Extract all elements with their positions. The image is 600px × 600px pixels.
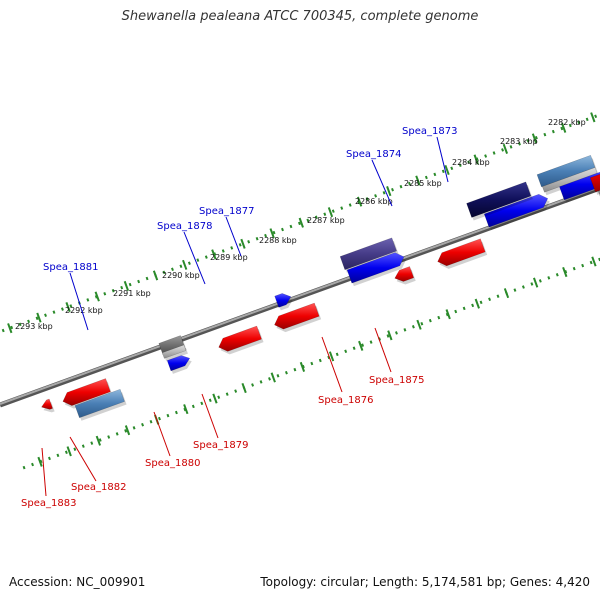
scale-tick: [591, 256, 597, 267]
scale-tick: [590, 112, 596, 123]
scale-tick: [7, 323, 13, 334]
scale-tick: [95, 435, 101, 446]
gene-block: [166, 355, 192, 374]
scale-label: 2284 kbp: [452, 158, 490, 167]
gene-leader-line: [371, 159, 393, 207]
scale-tick: [66, 446, 72, 457]
accession-label: Accession: NC_009901: [9, 575, 146, 589]
scale-tick: [94, 291, 100, 302]
scale-tick: [299, 361, 306, 372]
gene-label: Spea_1879: [193, 440, 248, 451]
gene-block: [274, 293, 293, 311]
scale-tick: [356, 196, 363, 207]
scale-tick: [474, 298, 480, 309]
scale-tick: [386, 186, 392, 197]
gene-block: [218, 325, 264, 355]
scale-label: 2283 kbp: [500, 137, 538, 146]
scale-label: 2291 kbp: [113, 289, 151, 298]
scale-label: 2286 kbp: [355, 197, 393, 206]
scale-tick: [327, 207, 334, 218]
gene-label: Spea_1878: [157, 221, 212, 232]
scale-label: 2288 kbp: [259, 236, 297, 245]
gene-block: [161, 344, 188, 362]
gene-block: [466, 181, 533, 221]
gene-label: Spea_1873: [402, 126, 457, 137]
gene-leader-line: [69, 272, 89, 331]
gene-leader-line: [436, 136, 449, 183]
scale-label: 2292 kbp: [65, 306, 103, 315]
scale-tick: [415, 175, 421, 186]
scale-label: 2287 kbp: [307, 216, 345, 225]
scale-tick: [240, 238, 246, 249]
gene-block: [394, 266, 416, 285]
gene-block: [274, 302, 322, 333]
gene-label: Spea_1875: [369, 375, 424, 386]
scale-tick: [37, 456, 43, 467]
scale-tick: [358, 340, 364, 351]
gene-leader-line: [225, 216, 242, 257]
genome-summary: Topology: circular; Length: 5,174,581 bp…: [260, 575, 590, 589]
gene-label: Spea_1880: [145, 458, 200, 469]
reverse-scale-track: [22, 257, 600, 470]
gene-leader-line: [183, 231, 206, 285]
scale-tick: [152, 270, 159, 281]
scale-tick: [36, 312, 42, 323]
gene-leader-line: [374, 327, 392, 373]
scale-label: 2289 kbp: [210, 253, 248, 262]
scale-tick: [473, 154, 479, 165]
gene-block: [437, 238, 488, 269]
gene-block: [483, 193, 550, 231]
gene-leader-line: [69, 436, 97, 482]
gene-block: [41, 398, 55, 413]
scale-tick: [444, 164, 450, 176]
gene-label: Spea_1881: [43, 262, 98, 273]
scale-label: 2285 kbp: [404, 179, 442, 188]
scale-tick: [562, 267, 568, 278]
scale-tick: [531, 133, 538, 144]
scale-tick: [298, 217, 304, 228]
gene-block: [62, 378, 113, 409]
scale-tick: [416, 319, 422, 330]
gene-label: Spea_1876: [318, 395, 373, 406]
scale-tick: [270, 372, 276, 383]
scale-tick: [212, 393, 218, 404]
gene-label: Spea_1883: [21, 498, 76, 509]
gene-block: [589, 173, 600, 195]
scale-tick: [269, 228, 275, 239]
page-title: Shewanella pealeana ATCC 700345, complet…: [121, 9, 479, 24]
gene-label: Spea_1882: [71, 482, 126, 493]
scale-tick: [123, 280, 130, 292]
scale-tick: [241, 382, 247, 394]
scale-label: 2282 kbp: [548, 118, 586, 127]
scale-tick: [561, 122, 567, 133]
scale-tick: [65, 302, 71, 313]
scale-tick: [183, 404, 189, 415]
gene-leader-line: [41, 447, 47, 497]
scale-label: 2290 kbp: [162, 271, 200, 280]
scale-label: 2293 kbp: [15, 322, 53, 331]
gene-leader-line: [153, 411, 171, 457]
scale-tick: [503, 288, 510, 299]
scale-tick: [502, 143, 509, 154]
scale-tick: [211, 249, 217, 260]
gene-block: [74, 388, 127, 421]
scale-tick: [328, 351, 335, 362]
gene-block: [346, 252, 407, 287]
gene-leader-line: [201, 393, 219, 439]
gene-label: Spea_1874: [346, 149, 401, 160]
scale-tick: [387, 330, 393, 341]
scale-tick: [182, 259, 188, 270]
gene-block: [559, 171, 600, 203]
gene-leader-line: [321, 336, 343, 393]
gene-label: Spea_1877: [199, 206, 254, 217]
scale-tick: [445, 309, 451, 320]
scale-tick: [532, 277, 539, 288]
gene-block: [339, 237, 399, 273]
scale-tick: [124, 425, 131, 436]
